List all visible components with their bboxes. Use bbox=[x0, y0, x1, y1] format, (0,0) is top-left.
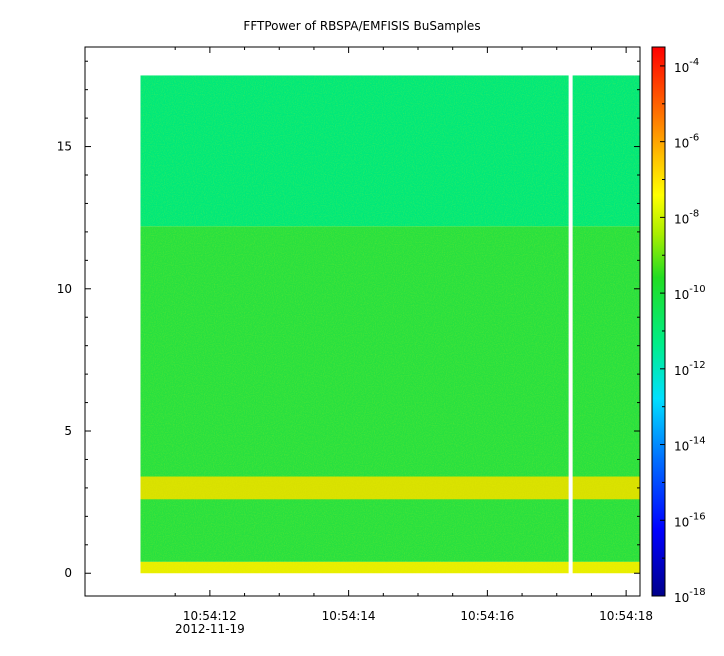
colorbar-tick-label: 10-16 bbox=[674, 511, 706, 529]
colorbar-tick-label: 10-12 bbox=[674, 360, 706, 378]
plot-frame bbox=[84, 46, 641, 597]
x-tick-date-label: 2012-11-19 bbox=[175, 622, 245, 636]
x-tick-label: 10:54:12 bbox=[183, 609, 237, 623]
y-axis: 0 5 10 15 bbox=[57, 60, 640, 580]
y-tick-label: 0 bbox=[64, 566, 72, 580]
colorbar-tick-label: 10-10 bbox=[674, 284, 706, 302]
spectrogram-noise bbox=[140, 75, 640, 574]
colorbar bbox=[651, 46, 666, 597]
x-tick-label: 10:54:18 bbox=[599, 609, 653, 623]
colorbar-tick-label: 10-18 bbox=[674, 587, 706, 605]
data-gap bbox=[568, 74, 573, 575]
chart-title: FFTPower of RBSPA/EMFISIS BuSamples bbox=[243, 19, 480, 33]
colorbar-tick-label: 10-14 bbox=[674, 436, 706, 454]
colorbar-tick-label: 10-4 bbox=[674, 57, 699, 75]
y-tick-label: 10 bbox=[57, 282, 72, 296]
y-tick-label: 15 bbox=[57, 140, 72, 154]
colorbar-tick-label: 10-6 bbox=[674, 133, 699, 151]
y-tick-label: 5 bbox=[64, 424, 72, 438]
colorbar-axis: 10-18 10-16 10-14 10-12 10-10 10-8 10-6 10-4 bbox=[660, 57, 706, 605]
x-tick-label: 10:54:16 bbox=[460, 609, 514, 623]
spectrogram-grain bbox=[140, 75, 640, 574]
colorbar-tick-label: 10-8 bbox=[674, 208, 699, 226]
x-tick-label: 10:54:14 bbox=[322, 609, 376, 623]
